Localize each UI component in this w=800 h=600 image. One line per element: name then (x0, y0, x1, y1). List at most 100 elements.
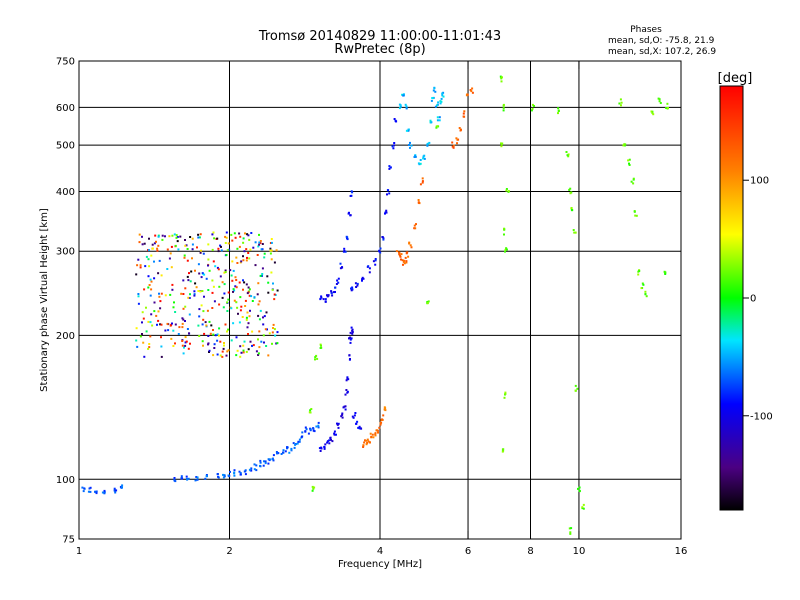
data-point (326, 294, 328, 297)
data-point (179, 235, 182, 238)
data-point (272, 454, 275, 457)
data-point (421, 177, 424, 180)
data-point (358, 427, 361, 430)
data-point (207, 264, 209, 267)
data-point (270, 258, 273, 261)
x-tick-label: 10 (573, 546, 586, 557)
data-point (173, 477, 176, 479)
data-point (159, 323, 162, 326)
data-point (382, 414, 385, 417)
data-point (437, 101, 440, 104)
data-point (276, 342, 279, 345)
data-point (185, 475, 188, 478)
data-point (171, 283, 174, 286)
data-point (245, 316, 248, 319)
data-point (246, 326, 249, 329)
data-point (408, 242, 411, 245)
data-point (351, 331, 354, 333)
data-point (248, 294, 251, 297)
data-point (240, 351, 243, 354)
data-point (141, 243, 144, 246)
data-point (254, 264, 257, 267)
data-point (336, 422, 338, 425)
data-point (311, 489, 314, 492)
data-point (623, 144, 626, 147)
data-point (620, 101, 623, 104)
data-point (623, 143, 626, 146)
data-point (569, 531, 572, 534)
colorbar: [deg] 100 0 -100 (718, 71, 773, 511)
data-point (231, 279, 234, 282)
data-point (223, 292, 226, 295)
data-point (388, 192, 391, 195)
data-point (242, 259, 245, 262)
data-point (160, 292, 163, 295)
data-point (426, 302, 429, 305)
data-point (171, 288, 174, 291)
data-point (196, 246, 198, 249)
data-point (103, 489, 106, 492)
data-point (258, 241, 261, 244)
data-point (219, 275, 222, 278)
data-point (181, 326, 184, 329)
data-point (157, 234, 160, 237)
data-point (160, 323, 163, 326)
data-point (158, 292, 160, 295)
data-point (361, 279, 363, 282)
data-point (361, 278, 364, 281)
data-point (376, 429, 379, 432)
data-point (324, 298, 327, 301)
data-point (242, 255, 244, 258)
data-point (185, 340, 188, 343)
data-point (309, 409, 312, 412)
data-point (101, 491, 104, 494)
data-point (419, 162, 422, 165)
data-point (183, 256, 186, 259)
data-point (327, 294, 330, 297)
data-point (372, 436, 375, 439)
data-point (212, 329, 214, 331)
data-point (502, 109, 505, 112)
data-point (148, 343, 151, 345)
y-tick-label: 300 (56, 247, 75, 258)
data-point (336, 279, 339, 282)
data-point (414, 227, 417, 230)
data-point (223, 342, 225, 344)
data-point (320, 346, 323, 349)
data-point (568, 527, 571, 530)
data-point (319, 343, 322, 346)
data-point (145, 306, 147, 309)
data-point (234, 276, 237, 279)
stats-heading: Phases (630, 25, 662, 35)
data-point (147, 249, 150, 252)
data-point (367, 265, 370, 268)
data-point (258, 346, 261, 349)
data-point (317, 421, 320, 424)
data-point (247, 322, 250, 325)
data-point (569, 532, 572, 535)
data-point (199, 251, 202, 254)
data-point (438, 116, 441, 119)
data-point (504, 391, 507, 394)
data-point (225, 354, 228, 357)
data-point (212, 231, 215, 234)
data-point (202, 344, 204, 347)
data-point (434, 90, 437, 93)
data-point (374, 263, 377, 266)
data-point (206, 309, 209, 312)
data-point (211, 233, 214, 236)
data-point (225, 236, 228, 239)
y-tick-label: 100 (56, 475, 75, 486)
data-point (187, 477, 190, 480)
data-point (262, 334, 265, 337)
data-point (225, 254, 228, 256)
data-point (207, 258, 210, 261)
data-point (628, 162, 630, 165)
data-point (503, 228, 506, 231)
data-point (574, 384, 577, 387)
data-point (203, 273, 206, 276)
data-point (320, 295, 323, 298)
data-point (201, 340, 204, 343)
data-point (399, 105, 402, 108)
data-point (557, 112, 559, 115)
